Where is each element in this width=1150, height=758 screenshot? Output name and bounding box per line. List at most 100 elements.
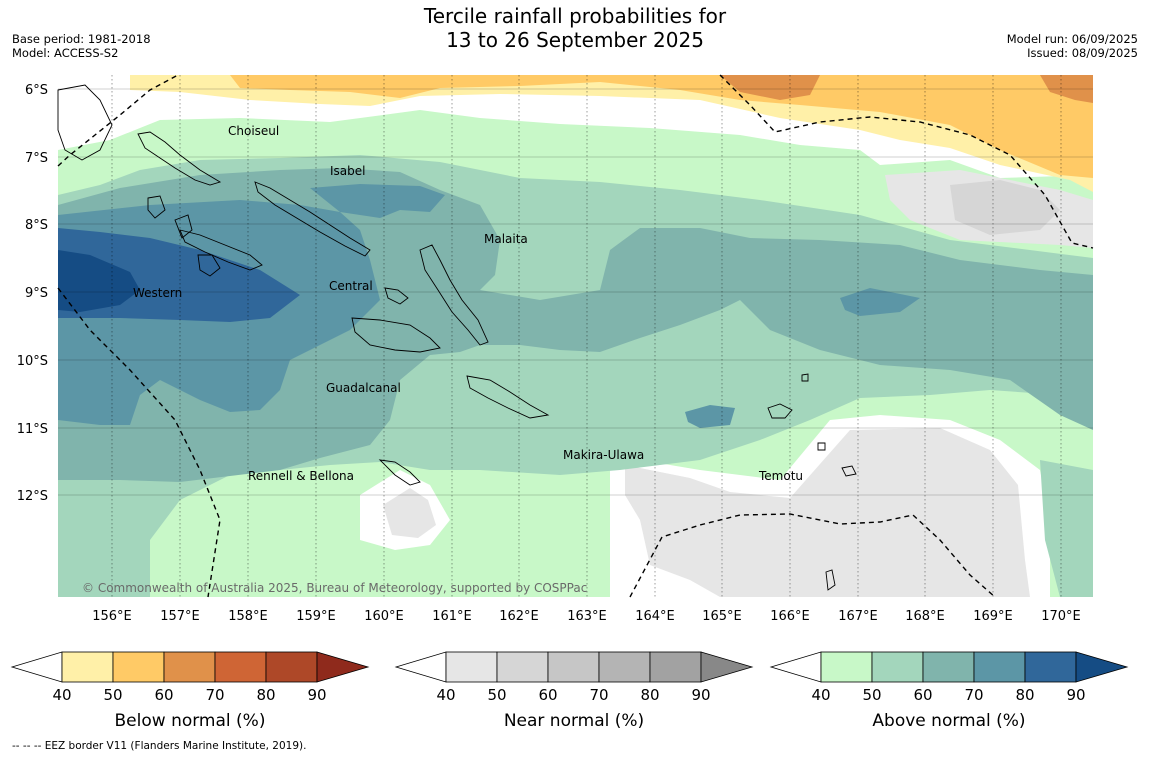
colorbar-swatch bbox=[445, 651, 498, 683]
eez-segment-nw bbox=[57, 74, 179, 167]
lon-label: 164°E bbox=[635, 609, 675, 624]
lon-label: 166°E bbox=[770, 609, 810, 624]
province-label-central: Central bbox=[329, 279, 373, 293]
colorbar-swatch bbox=[163, 651, 216, 683]
title-line-2: 13 to 26 September 2025 bbox=[446, 28, 704, 52]
province-label-choiseul: Choiseul bbox=[228, 124, 279, 138]
province-label-temotu: Temotu bbox=[758, 469, 803, 483]
colorbar-high-extend bbox=[316, 651, 370, 683]
lon-label: 160°E bbox=[364, 609, 404, 624]
model-name: Model: ACCESS-S2 bbox=[12, 46, 119, 60]
colorbar-swatch bbox=[112, 651, 165, 683]
colorbar-tick-label: 90 bbox=[691, 686, 710, 704]
base-period: Base period: 1981-2018 bbox=[12, 32, 151, 46]
lon-label: 161°E bbox=[432, 609, 472, 624]
longitude-labels: 156°E 157°E 158°E 159°E 160°E 161°E 162°… bbox=[92, 609, 1081, 624]
province-label-makira-ulawa: Makira-Ulawa bbox=[563, 448, 644, 462]
province-label-western: Western bbox=[133, 286, 182, 300]
lon-label: 162°E bbox=[499, 609, 539, 624]
malaita-island bbox=[419, 244, 489, 346]
lon-label: 157°E bbox=[160, 609, 200, 624]
guadalcanal-island bbox=[351, 317, 441, 353]
colorbar-swatch bbox=[496, 651, 549, 683]
colorbar-legends: 40 50 60 70 80 90 Below normal (%) 40 50 60 70 80 90… bbox=[10, 651, 1129, 731]
lon-label: 169°E bbox=[973, 609, 1013, 624]
run-info: Model run: 06/09/2025 Issued: 08/09/2025 bbox=[1007, 32, 1138, 60]
colorbar-swatch bbox=[871, 651, 924, 683]
kolombangara-island bbox=[174, 214, 193, 239]
colorbar-tick-label: 70 bbox=[205, 686, 224, 704]
below-50-field bbox=[230, 75, 1093, 178]
above-90-field bbox=[58, 250, 140, 312]
colorbar-tick-label: 40 bbox=[811, 686, 830, 704]
colorbar-tick-label: 60 bbox=[913, 686, 932, 704]
colorbar-tick-label: 70 bbox=[964, 686, 983, 704]
eez-border bbox=[57, 74, 1094, 598]
new-georgia-island bbox=[179, 229, 263, 271]
vanua-lava-islet bbox=[825, 569, 836, 591]
lon-label: 156°E bbox=[92, 609, 132, 624]
colorbar-swatch bbox=[547, 651, 600, 683]
lat-label: 6°S bbox=[25, 83, 48, 98]
near-50-field-ne bbox=[950, 180, 1060, 235]
colorbar-swatch bbox=[820, 651, 873, 683]
western-islet bbox=[147, 195, 166, 219]
latitude-labels: 6°S 7°S 8°S 9°S 10°S 11°S 12°S bbox=[17, 83, 48, 504]
colorbar-high-extend bbox=[700, 651, 754, 683]
colorbar-tick-label: 80 bbox=[1015, 686, 1034, 704]
eez-segment-se bbox=[629, 513, 996, 598]
lat-label: 8°S bbox=[25, 218, 48, 233]
issued-date: Issued: 08/09/2025 bbox=[1027, 46, 1138, 60]
colorbar-swatch bbox=[265, 651, 318, 683]
colorbar-tick-label: 80 bbox=[256, 686, 275, 704]
choiseul-island bbox=[137, 131, 222, 186]
lat-label: 11°S bbox=[17, 422, 48, 437]
province-labels: Choiseul Isabel Malaita Western Central … bbox=[133, 124, 803, 483]
province-label-guadalcanal: Guadalcanal bbox=[326, 381, 401, 395]
colorbar-tick-label: 60 bbox=[154, 686, 173, 704]
above-70-field-isabel bbox=[310, 184, 445, 218]
lon-label: 167°E bbox=[838, 609, 878, 624]
colorbar-low-extend bbox=[10, 651, 63, 683]
colorbar-3: 40 50 60 70 80 90 Above normal (%) bbox=[769, 651, 1129, 731]
province-label-isabel: Isabel bbox=[330, 164, 365, 178]
colorbar-swatch bbox=[973, 651, 1026, 683]
colorbar-low-extend bbox=[769, 651, 822, 683]
colorbar-tick-label: 40 bbox=[436, 686, 455, 704]
colorbar-title: Near normal (%) bbox=[504, 711, 644, 731]
colorbar-2: 40 50 60 70 80 90 Near normal (%) bbox=[394, 651, 754, 731]
lon-label: 158°E bbox=[228, 609, 268, 624]
isabel-island bbox=[254, 181, 371, 257]
lon-label: 168°E bbox=[905, 609, 945, 624]
province-label-rennell-bellona: Rennell & Bellona bbox=[248, 469, 354, 483]
below-60-field bbox=[720, 75, 820, 100]
makira-island bbox=[466, 375, 550, 419]
anuta-islet bbox=[841, 465, 857, 477]
map-title: Tercile rainfall probabilities for 13 to… bbox=[0, 4, 1150, 52]
graticule-meridians bbox=[111, 75, 1062, 597]
title-line-1: Tercile rainfall probabilities for bbox=[423, 4, 727, 28]
lon-label: 163°E bbox=[567, 609, 607, 624]
above-70-field-east bbox=[840, 288, 920, 316]
colorbar-1: 40 50 60 70 80 90 Below normal (%) bbox=[10, 651, 370, 731]
near-40-field-sw bbox=[383, 488, 436, 538]
copyright-notice: © Commonwealth of Australia 2025, Bureau… bbox=[82, 581, 587, 595]
above-70-field-south bbox=[685, 405, 735, 428]
eez-segment-ne bbox=[719, 74, 1094, 249]
above-50-field-se bbox=[1040, 460, 1093, 597]
nggela-island bbox=[384, 287, 409, 305]
below-60-field-east bbox=[1040, 75, 1093, 103]
probability-fields bbox=[58, 75, 1093, 597]
model-info: Base period: 1981-2018 Model: ACCESS-S2 bbox=[12, 32, 151, 60]
eez-footnote: -- -- -- EEZ border V11 (Flanders Marine… bbox=[12, 740, 307, 752]
lat-label: 7°S bbox=[25, 151, 48, 166]
colorbar-low-extend bbox=[394, 651, 447, 683]
colorbar-tick-label: 90 bbox=[1066, 686, 1085, 704]
colorbar-swatch bbox=[649, 651, 702, 683]
near-40-field-se bbox=[625, 428, 1030, 597]
colorbar-tick-label: 50 bbox=[487, 686, 506, 704]
lat-label: 12°S bbox=[17, 489, 48, 504]
duff-islet bbox=[801, 373, 809, 382]
colorbar-tick-label: 60 bbox=[538, 686, 557, 704]
